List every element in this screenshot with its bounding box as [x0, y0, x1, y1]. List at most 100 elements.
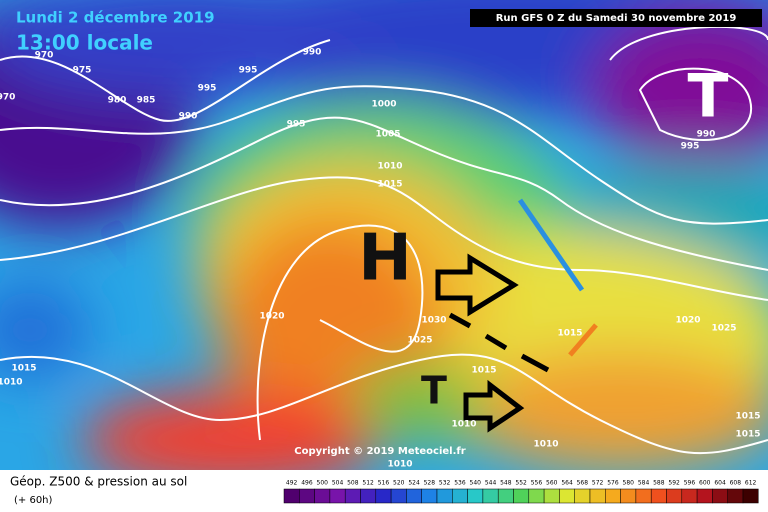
scale-swatch	[452, 488, 468, 504]
isobar-label: 1030	[421, 316, 446, 326]
scale-swatch	[681, 488, 698, 504]
isobar-label: 1025	[711, 324, 736, 334]
scale-swatch	[436, 488, 453, 504]
scale-label: 520	[393, 480, 405, 487]
isobar-label: 985	[137, 96, 156, 106]
isobar-label: 995	[287, 120, 306, 130]
isobar-label: 1015	[377, 180, 402, 190]
scale-swatch	[635, 488, 652, 504]
scale-label: 524	[408, 480, 420, 487]
scale-swatch	[589, 488, 606, 504]
isobars	[0, 25, 768, 455]
scale-label: 544	[485, 480, 497, 487]
isobar-labels: 970 970 975 980 985 990 995 995 990 995 1000 1005 10…	[0, 48, 761, 470]
scale-label: 500	[317, 480, 329, 487]
scale-label: 576	[607, 480, 619, 487]
wind-arrow	[517, 198, 585, 292]
scale-label: 556	[531, 480, 543, 487]
scale-label: 600	[699, 480, 711, 487]
scale-swatch	[574, 488, 591, 504]
run-banner	[470, 9, 762, 27]
high-pressure-symbol: H	[358, 222, 412, 296]
scale-label: 608	[730, 480, 742, 487]
scale-swatch	[344, 488, 361, 504]
lead-time: (+ 60h)	[14, 495, 53, 506]
scale-label: 564	[561, 480, 573, 487]
scale-label: 512	[362, 480, 374, 487]
isobar-label: 995	[239, 66, 258, 76]
isobar-label: 995	[198, 84, 217, 94]
isobar-label: 1010	[387, 460, 412, 470]
scale-label: 612	[745, 480, 757, 487]
scale-label: 592	[668, 480, 680, 487]
scale-swatch	[299, 488, 315, 504]
scale-label: 532	[439, 480, 451, 487]
arrows	[435, 253, 550, 433]
scale-label: 572	[592, 480, 604, 487]
scale-label: 540	[470, 480, 482, 487]
isobar-label: 1020	[259, 312, 284, 322]
isobar-label: 970	[35, 51, 54, 61]
isobar-label: 1015	[557, 329, 582, 339]
scale-label: 560	[546, 480, 558, 487]
scale-label: 584	[638, 480, 650, 487]
scale-label: 508	[347, 480, 359, 487]
isobar-label: 1010	[0, 378, 23, 388]
isobar-label: 1000	[371, 100, 396, 110]
copyright: Copyright © 2019 Meteociel.fr	[294, 446, 465, 457]
low-pressure-symbol: T	[421, 369, 447, 413]
scale-swatch	[559, 488, 575, 504]
scale-label: 496	[301, 480, 313, 487]
scale-label: 516	[378, 480, 390, 487]
isobar-label: 970	[0, 93, 15, 103]
color-scale: 492 496 500 504 508 512 516 520 524 528 532 536 540 5…	[283, 480, 759, 504]
isobar-label: 1020	[675, 316, 700, 326]
scale-swatch	[650, 488, 667, 504]
scale-label: 548	[500, 480, 512, 487]
scale-swatch	[375, 488, 392, 504]
isobar-label: 1015	[735, 412, 760, 422]
scale-label: 504	[332, 480, 344, 487]
scale-swatch	[543, 488, 560, 504]
run-info: Run GFS 0 Z du Samedi 30 novembre 2019	[496, 13, 737, 24]
scale-label: 492	[286, 480, 298, 487]
isobar-label: 990	[697, 130, 716, 140]
scale-swatch	[283, 488, 300, 504]
forecast-date: Lundi 2 décembre 2019	[16, 9, 215, 27]
isobar-label: 1010	[377, 162, 402, 172]
isobar-label: 1015	[735, 430, 760, 440]
isobar-label: 990	[303, 48, 322, 58]
wind-arrow	[568, 323, 598, 357]
isobar-label: 1005	[375, 130, 400, 140]
scale-swatch	[528, 488, 545, 504]
footer-title: Géop. Z500 & pression au sol	[10, 475, 187, 489]
scale-swatch	[696, 488, 713, 504]
isobar-label: 1010	[451, 420, 476, 430]
low-pressure-symbol: T	[688, 62, 729, 132]
scale-swatch	[482, 488, 499, 504]
scale-swatch	[406, 488, 422, 504]
scale-swatch	[497, 488, 514, 504]
scale-swatch	[727, 488, 744, 504]
scale-swatch	[513, 488, 530, 504]
isobar-label: 980	[108, 96, 127, 106]
scale-label: 568	[577, 480, 589, 487]
isobar-label: 990	[179, 112, 198, 122]
scale-swatch	[421, 488, 438, 504]
isobar-label: 1015	[11, 364, 36, 374]
scale-swatch	[620, 488, 637, 504]
scale-swatch	[329, 488, 346, 504]
forecast-time: 13:00 locale	[16, 31, 153, 55]
scale-swatch	[666, 488, 683, 504]
isobar-label: 1015	[471, 366, 496, 376]
scale-label: 604	[714, 480, 726, 487]
scale-swatch	[314, 488, 331, 504]
scale-swatch	[390, 488, 407, 504]
scale-swatch	[742, 488, 759, 504]
isobar-label: 975	[73, 66, 92, 76]
scale-label: 596	[684, 480, 696, 487]
scale-label: 588	[653, 480, 665, 487]
isobar-label: 995	[681, 142, 700, 152]
isobar-label: 1010	[533, 440, 558, 450]
